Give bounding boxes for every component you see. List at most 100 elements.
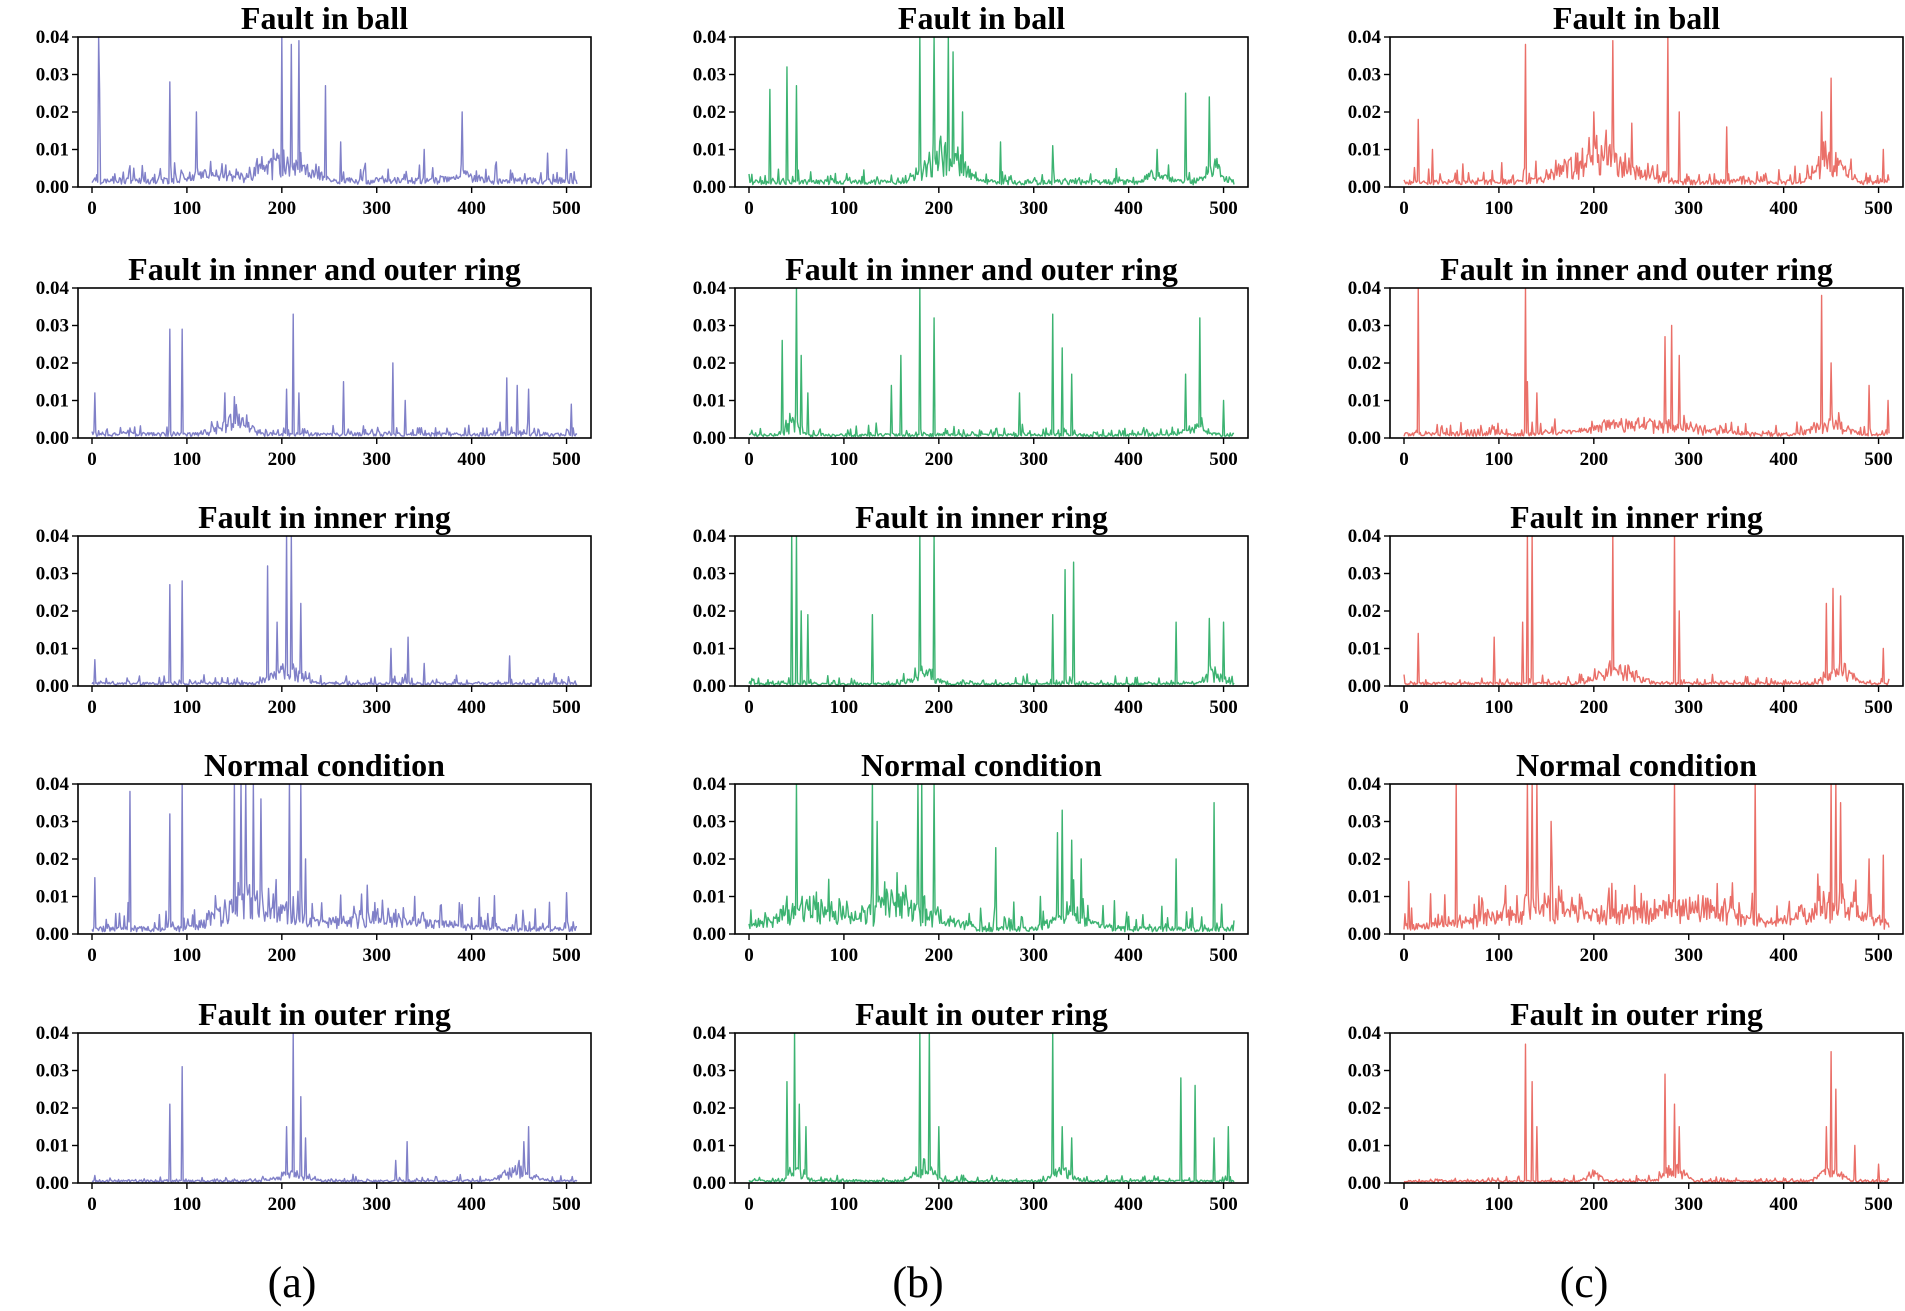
x-tick-label: 300 [1019,449,1048,470]
y-tick-label: 0.04 [36,526,70,547]
x-tick-label: 100 [173,1194,202,1215]
y-tick-label: 0.02 [36,102,69,123]
x-tick-label: 0 [1399,449,1409,470]
panel-label-b: (b) [892,1258,943,1307]
y-tick-label: 0.03 [36,65,69,86]
series-line [1403,288,1890,437]
y-tick-label: 0.04 [693,27,727,48]
y-tick-label: 0.01 [1348,140,1381,161]
x-tick-label: 500 [1864,945,1893,966]
axes-frame [734,36,1249,188]
x-tick-label: 100 [830,198,859,219]
x-tick-label: 100 [1485,945,1514,966]
subplot-col1-row3: Fault in inner ring 0.00 0.01 0.02 0.03 0.04 0… [36,499,592,718]
y-tick-label: 0.01 [36,639,69,660]
x-tick-label: 100 [173,945,202,966]
x-tick-label: 400 [457,1194,486,1215]
y-tick-label: 0.03 [693,1061,726,1082]
y-tick-label: 0.00 [693,676,726,697]
x-tick-label: 200 [1580,1194,1609,1215]
y-tick-label: 0.00 [1348,676,1381,697]
x-tick-label: 0 [87,697,97,718]
x-tick-label: 400 [1769,449,1798,470]
x-tick-label: 200 [268,198,297,219]
axes-frame [1389,36,1904,188]
x-tick-label: 300 [1674,449,1703,470]
y-tick-label: 0.03 [36,316,69,337]
x-tick-label: 200 [1580,449,1609,470]
x-tick-label: 500 [1209,945,1238,966]
series-line [91,784,578,933]
x-tick-label: 400 [1769,945,1798,966]
axes-frame [77,1032,592,1184]
x-tick-label: 300 [1019,1194,1048,1215]
subplot-col3-row1: Fault in ball 0.00 0.01 0.02 0.03 0.04 0 100 200… [1348,0,1904,219]
x-tick-label: 200 [1580,198,1609,219]
x-tick-label: 100 [173,449,202,470]
y-tick-label: 0.00 [1348,924,1381,945]
subplot-title: Fault in inner ring [1510,499,1763,535]
x-tick-label: 300 [362,945,391,966]
axes-frame [77,535,592,687]
y-tick-label: 0.03 [1348,1061,1381,1082]
series-line [1403,536,1890,686]
y-tick-label: 0.00 [36,428,69,449]
subplot-col2-row5: Fault in outer ring 0.00 0.01 0.02 0.03 0.04 0… [693,996,1249,1215]
x-tick-label: 100 [1485,1194,1514,1215]
y-tick-label: 0.01 [693,391,726,412]
y-tick-label: 0.02 [36,1098,69,1119]
y-tick-label: 0.01 [1348,887,1381,908]
y-tick-label: 0.04 [1348,27,1382,48]
series-line [1403,1043,1890,1183]
series-line [748,37,1235,186]
y-tick-label: 0.03 [36,812,69,833]
y-tick-label: 0.02 [693,102,726,123]
axes-frame [77,36,592,188]
x-tick-label: 100 [1485,198,1514,219]
x-tick-label: 300 [362,1194,391,1215]
subplot-title: Fault in inner ring [855,499,1108,535]
x-tick-label: 200 [268,1194,297,1215]
series-line [91,1033,578,1183]
x-tick-label: 200 [268,697,297,718]
x-tick-label: 500 [552,945,581,966]
y-tick-label: 0.03 [1348,564,1381,585]
subplot-grid: Fault in ball 0.00 0.01 0.02 0.03 0.04 0 100 200… [36,0,1904,1215]
x-tick-label: 100 [1485,697,1514,718]
subplot-col1-row5: Fault in outer ring 0.00 0.01 0.02 0.03 0.04 0… [36,996,592,1215]
y-tick-label: 0.04 [1348,278,1382,299]
subplot-title: Normal condition [204,747,445,783]
y-tick-label: 0.04 [36,774,70,795]
y-tick-label: 0.01 [1348,639,1381,660]
y-tick-label: 0.04 [36,1023,70,1044]
x-tick-label: 500 [552,1194,581,1215]
y-tick-label: 0.04 [36,27,70,48]
x-tick-label: 200 [925,945,954,966]
axes-frame [734,535,1249,687]
y-tick-label: 0.04 [1348,774,1382,795]
x-tick-label: 300 [1674,198,1703,219]
y-tick-label: 0.00 [1348,1173,1381,1194]
x-tick-label: 400 [1114,1194,1143,1215]
subplot-title: Fault in ball [241,0,408,36]
y-tick-label: 0.02 [693,1098,726,1119]
x-tick-label: 500 [1864,697,1893,718]
y-tick-label: 0.00 [693,428,726,449]
subplot-title: Fault in ball [898,0,1065,36]
y-tick-label: 0.03 [693,65,726,86]
x-tick-label: 500 [1209,697,1238,718]
x-tick-label: 0 [744,198,754,219]
subplot-title: Fault in inner ring [198,499,451,535]
subplot-col1-row4: Normal condition 0.00 0.01 0.02 0.03 0.04 0 100… [36,747,592,966]
y-tick-label: 0.04 [693,526,727,547]
panel-label-c: (c) [1560,1258,1609,1307]
x-tick-label: 300 [362,449,391,470]
y-tick-label: 0.03 [693,316,726,337]
y-tick-label: 0.03 [36,564,69,585]
y-tick-label: 0.02 [36,849,69,870]
x-tick-label: 500 [1209,1194,1238,1215]
axes-frame [734,1032,1249,1184]
axes-frame [734,287,1249,439]
x-tick-label: 100 [173,697,202,718]
